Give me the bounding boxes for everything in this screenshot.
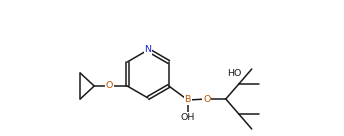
- Text: HO: HO: [228, 69, 242, 78]
- Text: O: O: [106, 81, 113, 90]
- Text: N: N: [144, 45, 151, 54]
- Text: OH: OH: [181, 112, 195, 121]
- Text: B: B: [185, 95, 191, 104]
- Text: O: O: [203, 95, 211, 103]
